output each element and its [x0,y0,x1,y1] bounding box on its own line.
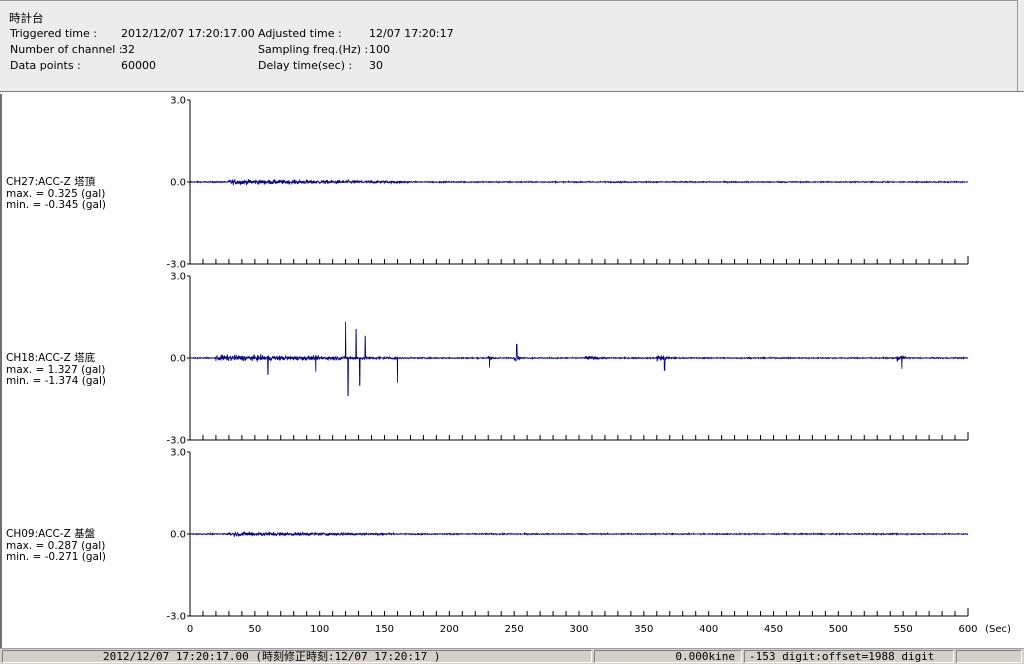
status-kine: 0.000kine [594,650,742,663]
channel-max: max. = 0.287 (gal) [6,539,106,552]
status-datetime: 2012/12/07 17:20:17.00 (時刻修正時刻:12/07 17:… [2,650,592,663]
triggered-time-label: Triggered time : [10,27,97,40]
y-tick-label: -3.0 [166,260,186,271]
header-right-border [1017,0,1018,91]
info-header: 時計台 Triggered time : 2012/12/07 17:20:17… [0,0,1024,92]
header-top-border [0,0,1018,1]
delay-time-value: 30 [369,59,383,72]
x-tick-label: 600 [958,624,977,635]
channel-name: CH09:ACC-Z 基盤 [6,528,96,540]
x-tick-label: 350 [634,624,653,635]
y-tick-label: 3.0 [170,272,186,283]
x-tick-label: 500 [829,624,848,635]
channel-max: max. = 0.325 (gal) [6,187,106,200]
channel-min: min. = -1.374 (gal) [6,375,107,387]
y-tick-label: 0.0 [170,530,186,541]
y-tick-label: 3.0 [170,96,186,107]
x-tick-label: 300 [569,624,588,635]
waveform-chart: 3.00.0-3.03.00.0-3.03.00.0-3.00 50 100 150 2… [166,96,1011,636]
channel-label-ch18: CH18:ACC-Z 塔底 max. = 1.327 (gal) min. = … [6,352,107,388]
status-bar: 2012/12/07 17:20:17.00 (時刻修正時刻:12/07 17:… [0,648,1024,664]
x-tick-label: 150 [375,624,394,635]
waveform-line [189,178,969,186]
waveform-plot-area: CH27:ACC-Z 塔頂 max. = 0.325 (gal) min. = … [0,94,1024,648]
channel-label-ch09: CH09:ACC-Z 基盤 max. = 0.287 (gal) min. = … [6,528,107,564]
x-tick-label: 200 [440,624,459,635]
x-tick-label: 100 [310,624,329,635]
adjusted-time-value: 12/07 17:20:17 [369,27,454,40]
channel-name: CH27:ACC-Z 塔頂 [6,176,96,188]
channel-count-label: Number of channel : [10,43,123,56]
station-title: 時計台 [9,11,44,25]
y-tick-label: 0.0 [170,178,186,189]
x-tick-label: 250 [505,624,524,635]
sampling-freq-label: Sampling freq.(Hz) : [258,43,369,56]
x-tick-label: 550 [894,624,913,635]
x-tick-label: 450 [764,624,783,635]
triggered-time-value: 2012/12/07 17:20:17.00 [121,27,255,40]
y-tick-label: -3.0 [166,612,186,623]
data-points-value: 60000 [121,59,156,72]
channel-min: min. = -0.271 (gal) [6,551,107,563]
x-axis-title: (Sec) [985,624,1011,635]
x-tick-label: 50 [248,624,261,635]
waveform-line [189,530,969,538]
waveform-line [189,321,969,396]
channel-max: max. = 1.327 (gal) [6,363,106,376]
delay-time-label: Delay time(sec) : [258,59,353,72]
channel-label-ch27: CH27:ACC-Z 塔頂 max. = 0.325 (gal) min. = … [6,176,107,212]
y-tick-label: 3.0 [170,448,186,459]
sampling-freq-value: 100 [369,43,390,56]
x-tick-label: 400 [699,624,718,635]
channel-name: CH18:ACC-Z 塔底 [6,352,96,364]
data-points-label: Data points : [10,59,81,72]
y-tick-label: 0.0 [170,354,186,365]
status-digit: -153 digit:offset=1988 digit [744,650,954,663]
x-tick-label: 0 [187,624,193,635]
y-tick-label: -3.0 [166,436,186,447]
channel-min: min. = -0.345 (gal) [6,199,107,211]
channel-count-value: 32 [121,43,135,56]
adjusted-time-label: Adjusted time : [258,27,342,40]
status-extra [956,650,1022,663]
